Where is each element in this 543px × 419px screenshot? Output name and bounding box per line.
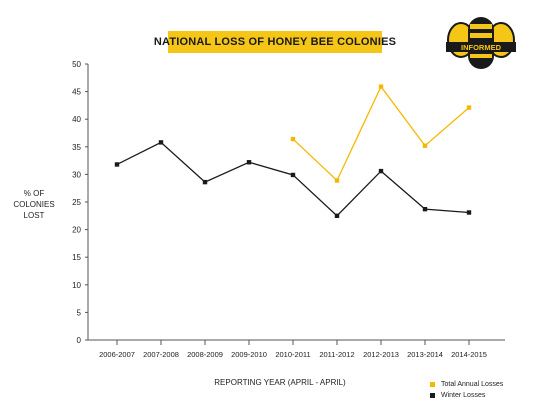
data-point-total-annual-losses bbox=[290, 136, 296, 142]
series-line-winter-losses bbox=[116, 141, 470, 217]
x-tick-label: 2011-2012 bbox=[319, 350, 354, 359]
data-point-winter-losses bbox=[422, 206, 428, 212]
legend-swatch bbox=[430, 393, 435, 398]
data-point-winter-losses bbox=[158, 140, 164, 145]
data-point-winter-losses bbox=[290, 172, 296, 178]
y-tick-label: 45 bbox=[72, 88, 81, 97]
bee-icon: INFORMED bbox=[446, 17, 516, 69]
y-axis-label-line: COLONIES bbox=[13, 200, 55, 209]
chart-series bbox=[114, 84, 472, 218]
y-tick-label: 15 bbox=[72, 253, 81, 262]
y-tick-label: 0 bbox=[77, 336, 82, 345]
legend-item-total-annual-losses: Total Annual Losses bbox=[430, 379, 503, 390]
legend: Total Annual Losses Winter Losses bbox=[430, 379, 503, 401]
y-tick-label: 40 bbox=[72, 115, 81, 124]
series-line-total-annual-losses bbox=[292, 85, 470, 182]
data-point-winter-losses bbox=[334, 213, 340, 218]
x-tick-label: 2009-2010 bbox=[231, 350, 267, 359]
y-tick-label: 25 bbox=[72, 198, 81, 207]
data-point-winter-losses bbox=[466, 210, 472, 215]
y-tick-label: 20 bbox=[72, 226, 81, 235]
x-axis-label: REPORTING YEAR (APRIL - APRIL) bbox=[214, 378, 346, 387]
y-tick-label: 50 bbox=[72, 60, 81, 69]
legend-label: Total Annual Losses bbox=[441, 381, 504, 388]
chart-title: NATIONAL LOSS OF HONEY BEE COLONIES bbox=[153, 36, 397, 48]
data-point-winter-losses bbox=[202, 179, 208, 185]
chart-title-box: NATIONAL LOSS OF HONEY BEE COLONIES bbox=[154, 31, 396, 53]
y-axis-label: % OF COLONIES LOST bbox=[4, 188, 64, 221]
data-point-total-annual-losses bbox=[422, 143, 428, 148]
logo-text: INFORMED bbox=[461, 43, 502, 52]
y-tick-label: 10 bbox=[72, 281, 81, 290]
chart-axes bbox=[87, 64, 505, 341]
x-tick-label: 2006-2007 bbox=[99, 350, 135, 359]
x-tick-label: 2008-2009 bbox=[187, 350, 223, 359]
y-axis-label-line: % OF bbox=[23, 189, 45, 198]
y-tick-label: 5 bbox=[77, 308, 82, 317]
data-point-total-annual-losses bbox=[378, 84, 384, 89]
y-tick-label: 35 bbox=[72, 143, 81, 152]
x-tick-label: 2010-2011 bbox=[275, 350, 310, 359]
data-point-winter-losses bbox=[114, 162, 120, 167]
chart-ticks: 0 5 10 15 20 25 30 35 40 45 50 2006-2007 2007-2008 20… bbox=[72, 60, 487, 359]
bee-informed-logo: INFORMED bbox=[446, 12, 516, 74]
y-axis-label-line: LOST bbox=[23, 211, 45, 220]
legend-label: Winter Losses bbox=[441, 392, 486, 399]
legend-swatch bbox=[430, 382, 435, 387]
data-point-winter-losses bbox=[378, 168, 384, 174]
data-point-winter-losses bbox=[246, 160, 252, 165]
x-tick-label: 2014-2015 bbox=[451, 350, 487, 359]
legend-item-winter-losses: Winter Losses bbox=[430, 390, 503, 401]
data-point-total-annual-losses bbox=[466, 105, 472, 110]
x-tick-label: 2013-2014 bbox=[407, 350, 443, 359]
x-tick-label: 2007-2008 bbox=[143, 350, 179, 359]
y-tick-label: 30 bbox=[72, 170, 81, 179]
x-tick-label: 2012-2013 bbox=[363, 350, 399, 359]
data-point-total-annual-losses bbox=[334, 178, 340, 183]
